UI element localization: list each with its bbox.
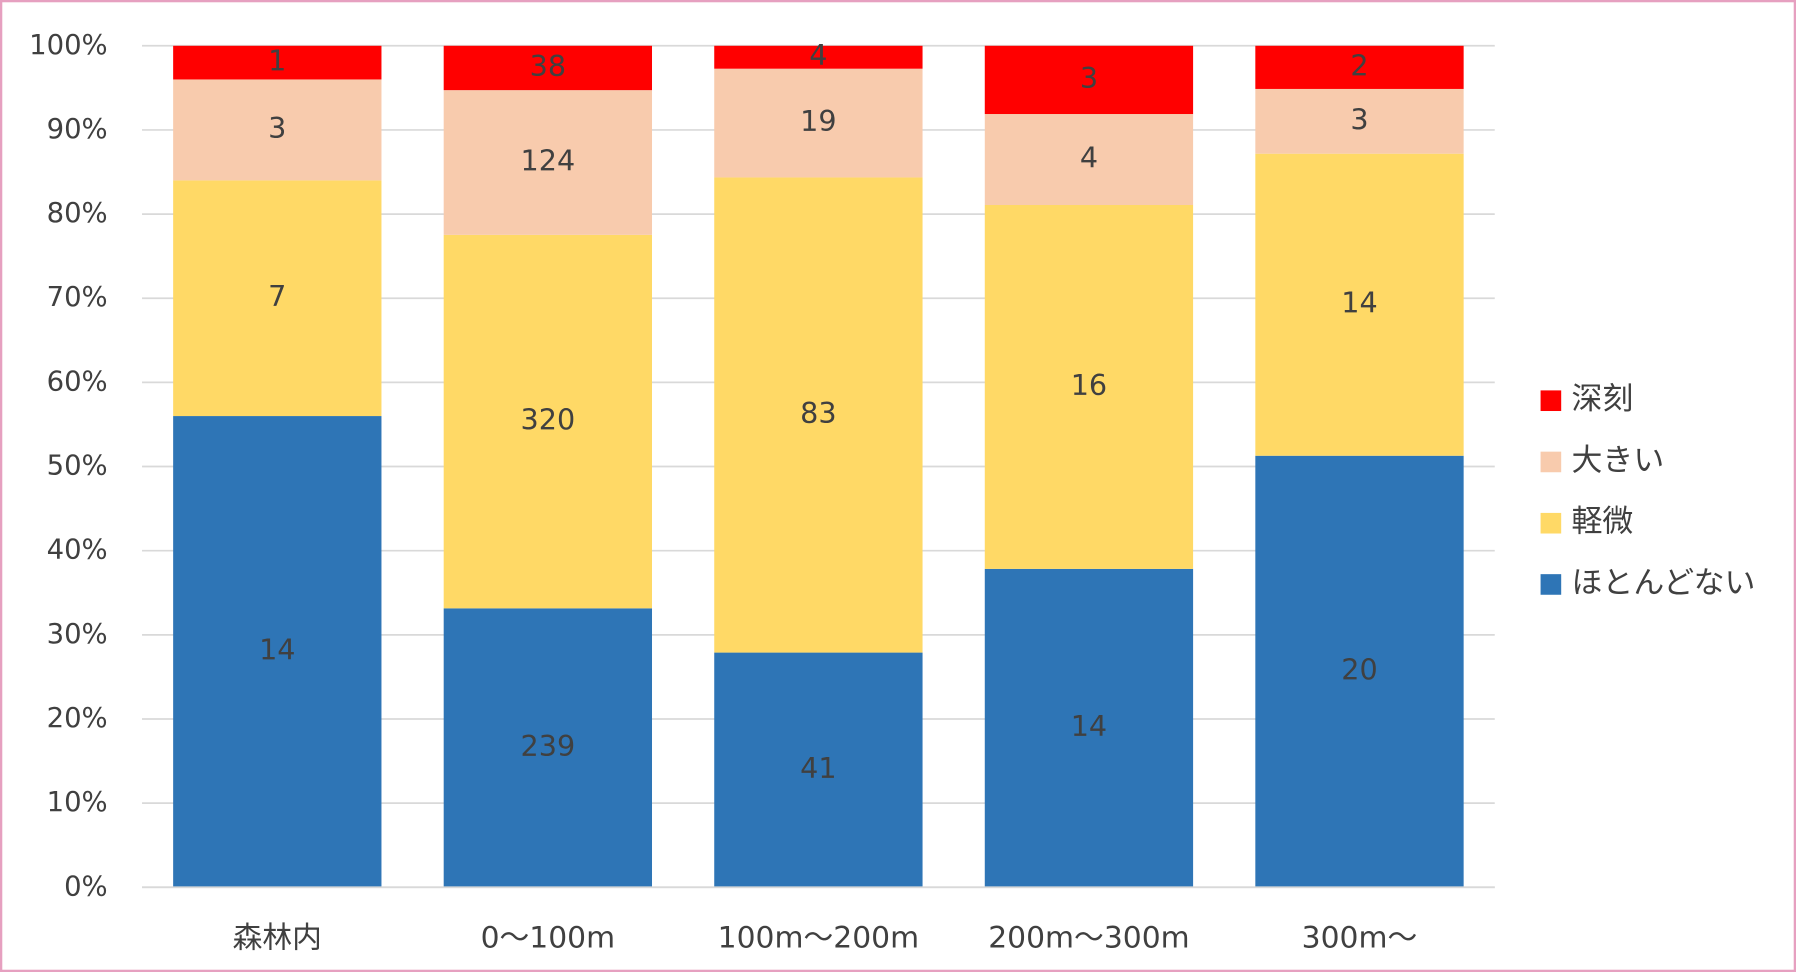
x-tick-label: 300m〜 <box>1302 920 1418 955</box>
data-label: 124 <box>521 144 576 178</box>
data-label: 41 <box>800 751 836 785</box>
bar-segment <box>443 608 653 888</box>
data-label: 20 <box>1341 653 1377 687</box>
data-label: 14 <box>259 633 295 667</box>
bar-segment <box>1255 153 1464 456</box>
data-label: 4 <box>809 38 827 72</box>
data-label: 3 <box>1350 102 1368 136</box>
legend-swatch <box>1540 574 1562 595</box>
data-label: 14 <box>1341 286 1377 320</box>
bar-segment <box>173 180 382 417</box>
data-label: 16 <box>1071 368 1107 402</box>
y-tick-label: 20% <box>47 702 108 734</box>
x-tick-label: 森林内 <box>233 920 322 955</box>
y-tick-label: 70% <box>47 281 108 313</box>
bar-segment <box>714 45 923 69</box>
y-tick-label: 90% <box>47 113 108 145</box>
bar-segment <box>443 45 653 91</box>
bar-segment <box>984 114 1194 205</box>
y-tick-label: 50% <box>47 450 108 482</box>
bar-segment <box>714 68 923 178</box>
data-label: 19 <box>800 104 836 138</box>
x-tick-label: 0〜100m <box>481 920 616 955</box>
data-label: 3 <box>268 111 286 145</box>
bar-segment <box>173 416 382 888</box>
bar-segment <box>714 652 923 888</box>
y-tick-label: 80% <box>47 197 108 229</box>
bar-segment <box>173 79 382 181</box>
data-label: 14 <box>1071 709 1107 743</box>
legend-label: 大きい <box>1572 442 1665 478</box>
bar-segment <box>443 90 653 235</box>
y-tick-label: 30% <box>47 618 108 650</box>
legend-swatch <box>1540 451 1562 473</box>
data-label: 239 <box>521 729 576 763</box>
y-tick-label: 60% <box>47 365 108 397</box>
legend-swatch <box>1540 390 1562 412</box>
bar-segment <box>984 45 1194 115</box>
data-label: 3 <box>1080 61 1098 95</box>
bar-segment <box>984 568 1194 888</box>
bar-segment <box>1255 88 1464 154</box>
bar-segment <box>443 234 653 609</box>
data-label: 1 <box>268 44 286 78</box>
x-tick-label: 100m〜200m <box>718 920 919 955</box>
data-label: 4 <box>1080 141 1098 175</box>
y-tick-label: 0% <box>64 870 108 902</box>
legend-label: 軽微 <box>1572 504 1634 540</box>
bar-segment <box>714 177 923 653</box>
data-label: 2 <box>1350 48 1368 82</box>
legend-label: ほとんどない <box>1572 565 1756 601</box>
legend-label: 深刻 <box>1572 381 1634 417</box>
legend-swatch <box>1540 512 1562 534</box>
data-label: 38 <box>530 49 566 83</box>
bar-segment <box>1255 455 1464 888</box>
bar-segment <box>1255 45 1464 89</box>
y-tick-label: 40% <box>47 534 108 566</box>
x-tick-label: 200m〜300m <box>988 920 1189 955</box>
data-label: 7 <box>268 279 286 313</box>
y-tick-label: 10% <box>47 786 108 818</box>
data-label: 83 <box>800 396 836 430</box>
bar-segment <box>173 45 382 80</box>
y-tick-label: 100% <box>29 29 108 61</box>
bar-segment <box>984 204 1194 569</box>
data-label: 320 <box>521 403 576 437</box>
